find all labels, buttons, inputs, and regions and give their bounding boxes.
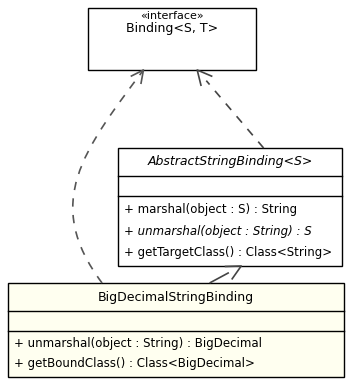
Bar bbox=[118, 148, 342, 266]
Text: + unmarshal(object : String) : BigDecimal: + unmarshal(object : String) : BigDecima… bbox=[14, 338, 262, 350]
Text: Binding<S, T>: Binding<S, T> bbox=[126, 22, 218, 35]
Bar bbox=[88, 8, 256, 70]
Text: AbstractStringBinding<S>: AbstractStringBinding<S> bbox=[147, 156, 313, 169]
Bar bbox=[8, 283, 344, 377]
Text: + marshal(object : S) : String: + marshal(object : S) : String bbox=[124, 203, 297, 216]
Text: + getBoundClass() : Class<BigDecimal>: + getBoundClass() : Class<BigDecimal> bbox=[14, 358, 255, 370]
Text: + getTargetClass() : Class<String>: + getTargetClass() : Class<String> bbox=[124, 246, 332, 259]
Text: + unmarshal(object : String) : S: + unmarshal(object : String) : S bbox=[124, 224, 312, 238]
Text: «interface»: «interface» bbox=[140, 12, 204, 22]
Text: BigDecimalStringBinding: BigDecimalStringBinding bbox=[98, 291, 254, 303]
